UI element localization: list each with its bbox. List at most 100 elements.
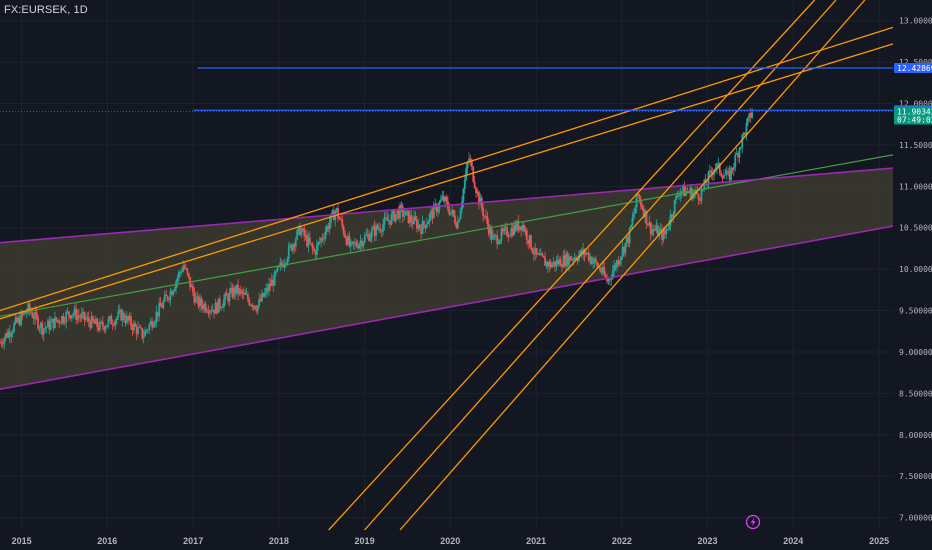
candle-body — [379, 228, 382, 232]
candle-body — [652, 229, 655, 231]
candle-body — [530, 235, 532, 249]
time-axis: 2015 2016 2017 2018 2019 2020 2021 2022 2023 2024… — [12, 536, 890, 546]
candle-body — [697, 194, 700, 200]
candle-body — [437, 208, 439, 213]
candle-body — [28, 303, 31, 310]
candle-body — [451, 210, 454, 213]
y-tick-label: 9.50000 — [899, 307, 932, 316]
candle-body — [370, 229, 373, 237]
candle-body — [510, 228, 513, 236]
candle-body — [128, 316, 131, 321]
candle-body — [725, 170, 728, 175]
candle-body — [631, 217, 634, 226]
candle-body — [559, 259, 562, 267]
candle-body — [562, 255, 565, 268]
trend-line[interactable] — [399, 0, 866, 531]
candle-body — [120, 309, 123, 321]
candle-body — [589, 257, 592, 261]
candle-body — [435, 204, 438, 213]
candle-body — [625, 236, 628, 243]
candle-body — [483, 215, 486, 217]
candle-body — [472, 166, 475, 182]
candle-body — [234, 287, 237, 294]
candle-body — [254, 305, 256, 309]
candle-body — [0, 342, 1, 343]
candle-body — [24, 312, 27, 314]
candle-body — [185, 268, 187, 270]
candle-body — [470, 161, 473, 167]
candle-body — [523, 224, 525, 232]
candle-body — [404, 210, 407, 216]
trend-line[interactable] — [328, 0, 816, 531]
candle-body — [146, 330, 149, 331]
candle-body — [176, 277, 179, 282]
candle-body — [501, 228, 504, 232]
candle-body — [583, 249, 586, 255]
candle-body — [276, 266, 279, 272]
channel-middle-line — [0, 154, 894, 317]
candle-body — [127, 316, 130, 321]
candle-body — [355, 242, 358, 246]
candle-body — [97, 327, 100, 330]
channel-upper-line[interactable] — [0, 167, 894, 244]
candle-body — [356, 245, 359, 249]
candle-body — [159, 303, 162, 307]
trend-line[interactable] — [364, 0, 837, 531]
candle-body — [192, 285, 194, 293]
candle-body — [718, 162, 721, 174]
candle-body — [407, 210, 410, 223]
candle-body — [349, 241, 352, 247]
candle-body — [359, 240, 362, 244]
candle-body — [82, 311, 85, 314]
candle-body — [66, 311, 69, 313]
candle-body — [745, 122, 748, 135]
trend-line[interactable] — [0, 26, 894, 312]
candle-body — [324, 231, 327, 239]
candle-body — [113, 324, 115, 326]
candle-body — [569, 256, 572, 261]
candle-body — [714, 167, 717, 170]
candle-body — [220, 307, 223, 309]
candle-body — [8, 331, 11, 337]
candle-body — [142, 336, 145, 339]
trend-line[interactable] — [0, 43, 894, 320]
candle-body — [469, 158, 472, 162]
symbol-label: FX:EURSEK, 1D — [4, 4, 88, 16]
candle-body — [269, 283, 272, 287]
candle-body — [525, 229, 528, 241]
flash-icon[interactable] — [745, 514, 761, 530]
candle-body — [549, 261, 552, 268]
candle-body — [296, 229, 299, 240]
candle-body — [224, 293, 227, 300]
candle-body — [613, 265, 616, 272]
candle-body — [310, 243, 313, 245]
candle-body — [658, 230, 661, 237]
channel-lower-line[interactable] — [0, 225, 894, 391]
candle-body — [51, 318, 54, 323]
candle-body — [200, 298, 203, 306]
candle-body — [632, 213, 635, 218]
candle-body — [592, 261, 594, 264]
candle-body — [508, 235, 511, 237]
candle-body — [375, 225, 377, 236]
candle-body — [732, 167, 735, 170]
candle-body — [294, 239, 297, 247]
candle-body — [180, 271, 183, 273]
candle-body — [173, 288, 176, 292]
candle-body — [742, 132, 745, 135]
candle-body — [649, 222, 652, 235]
candle-body — [399, 204, 401, 219]
candle-body — [387, 220, 390, 222]
candle-body — [182, 266, 185, 272]
candle-body — [124, 320, 127, 324]
candle-body — [287, 245, 290, 259]
candle-body — [490, 228, 493, 240]
candle-body — [548, 261, 551, 267]
candle-body — [213, 309, 215, 314]
candle-body — [432, 204, 435, 219]
candle-body — [342, 226, 345, 235]
candle-body — [325, 226, 328, 232]
candle-body — [675, 195, 677, 201]
candle-body — [204, 303, 207, 312]
